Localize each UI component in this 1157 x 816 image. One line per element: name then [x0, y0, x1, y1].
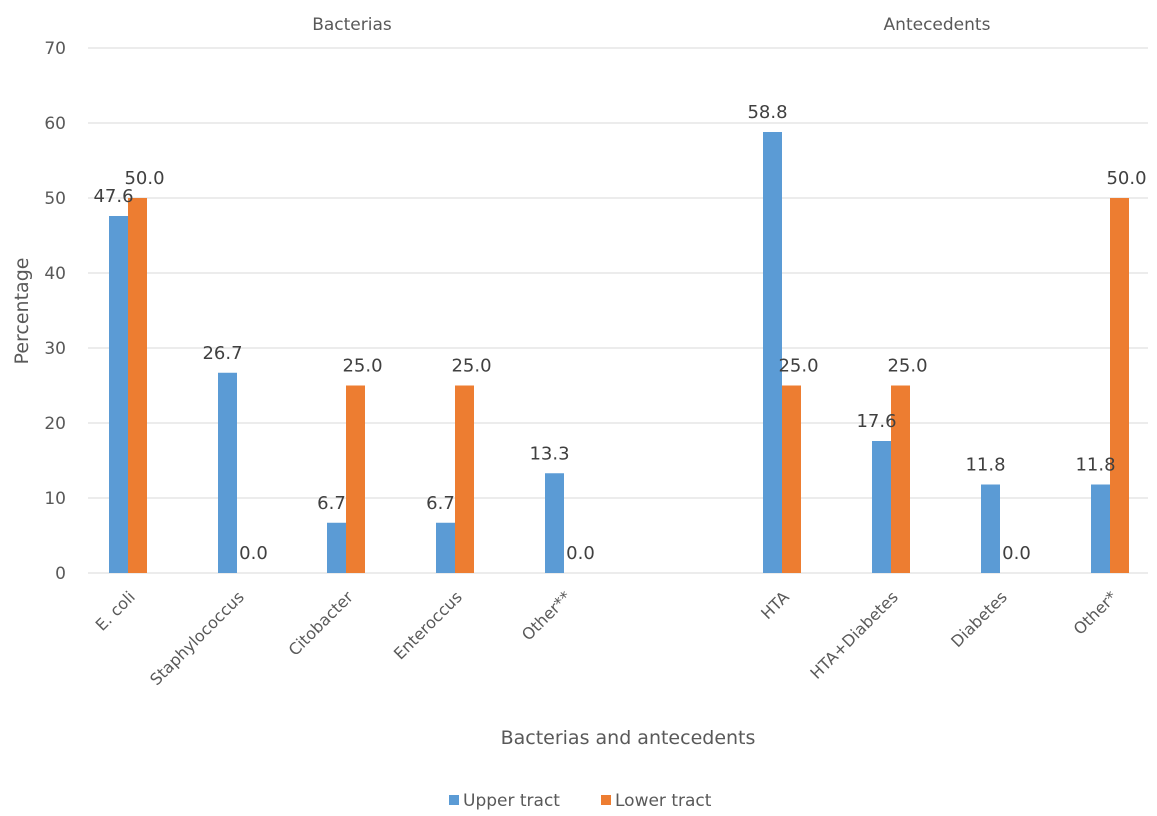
data-label: 6.7	[317, 493, 346, 514]
x-category-label: Other*	[1070, 587, 1121, 638]
bar-lower-0	[128, 198, 147, 573]
bar-upper-1	[218, 372, 237, 573]
legend-swatch	[449, 795, 459, 805]
x-category-label: HTA+Diabetes	[806, 587, 901, 682]
legend-label: Lower tract	[615, 791, 712, 811]
y-axis-ticks: 0 10 20 30 40 50 60 70	[44, 39, 66, 584]
data-label: 0.0	[239, 543, 268, 564]
data-label: 17.6	[856, 411, 896, 432]
y-tick-label: 70	[44, 39, 66, 59]
gridlines	[88, 47, 1148, 574]
data-label: 47.6	[93, 186, 133, 207]
data-label: 58.8	[747, 102, 787, 123]
bar-upper-5	[763, 132, 782, 573]
y-tick-label: 30	[44, 339, 66, 359]
legend-label: Upper tract	[463, 791, 560, 811]
y-axis-label: Percentage	[11, 258, 33, 365]
group-label: Bacterias	[312, 15, 392, 35]
bar-lower-6	[891, 385, 910, 573]
bar-upper-8	[1091, 484, 1110, 573]
x-category-label: HTA	[757, 587, 793, 623]
bar-upper-7	[981, 484, 1000, 573]
x-category-label: Diabetes	[947, 587, 1011, 651]
data-label: 25.0	[887, 356, 927, 377]
bar-upper-6	[872, 441, 891, 573]
bar-lower-5	[782, 385, 801, 573]
x-axis-category-labels: E. coli Staphylococcus Citobacter Enteroccu…	[92, 587, 1121, 689]
legend: Upper tract Lower tract	[449, 791, 712, 811]
x-category-label: Citobacter	[285, 587, 358, 660]
bar-upper-2	[327, 522, 346, 573]
y-tick-label: 50	[44, 189, 66, 209]
data-label: 25.0	[451, 356, 491, 377]
bars	[109, 132, 1129, 573]
data-label: 26.7	[202, 343, 242, 364]
data-label: 0.0	[566, 543, 595, 564]
data-label: 25.0	[342, 356, 382, 377]
x-category-label: Other**	[518, 587, 575, 644]
data-label: 11.8	[1075, 455, 1115, 476]
bar-lower-3	[455, 385, 474, 573]
y-tick-label: 40	[44, 264, 66, 284]
data-label: 50.0	[1106, 168, 1146, 189]
group-labels: Bacterias Antecedents	[312, 15, 990, 35]
data-label: 11.8	[965, 455, 1005, 476]
x-category-label: E. coli	[92, 587, 139, 634]
data-label: 50.0	[124, 168, 164, 189]
bar-lower-2	[346, 385, 365, 573]
x-category-label: Staphylococcus	[146, 587, 248, 689]
y-tick-label: 60	[44, 114, 66, 134]
y-tick-label: 20	[44, 414, 66, 434]
x-category-label: Enteroccus	[390, 587, 466, 663]
data-labels: 47.6 26.7 6.7 6.7 13.3 58.8 17.6 11.8 11.8 50.0 0.…	[93, 102, 1146, 564]
bar-lower-8	[1110, 198, 1129, 573]
data-label: 13.3	[529, 443, 569, 464]
bar-upper-0	[109, 216, 128, 573]
bar-upper-4	[545, 473, 564, 573]
x-axis-label: Bacterias and antecedents	[501, 727, 756, 749]
data-label: 25.0	[778, 356, 818, 377]
y-tick-label: 10	[44, 489, 66, 509]
legend-swatch	[601, 795, 611, 805]
data-label: 0.0	[1002, 543, 1031, 564]
group-label: Antecedents	[884, 15, 991, 35]
bar-upper-3	[436, 522, 455, 573]
data-label: 6.7	[426, 493, 455, 514]
y-tick-label: 0	[55, 564, 66, 584]
